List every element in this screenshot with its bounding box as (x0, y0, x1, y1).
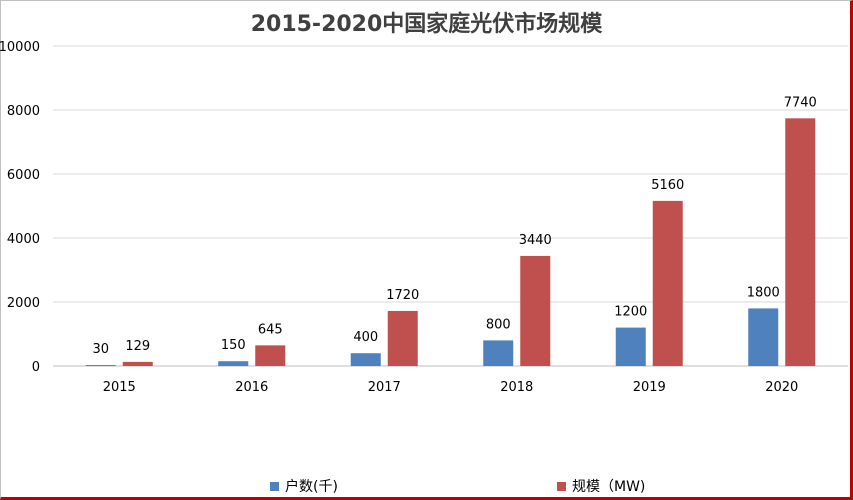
y-tick-label: 0 (32, 360, 40, 375)
bar-households (218, 361, 249, 366)
bar-scale (387, 310, 418, 366)
y-tick-label: 4000 (7, 232, 40, 247)
data-label: 30 (92, 342, 109, 357)
bar-scale (785, 118, 816, 366)
bar-scale (122, 361, 153, 366)
x-tick-label: 2017 (368, 380, 401, 395)
chart-title: 2015-2020中国家庭光伏市场规模 (250, 12, 603, 37)
legend-swatch-scale (557, 481, 566, 491)
bar-households (483, 340, 514, 366)
legend-swatch-households (270, 481, 279, 491)
bar-households (748, 308, 779, 366)
data-label: 3440 (519, 233, 552, 248)
bar-households (615, 327, 646, 366)
y-tick-label: 2000 (7, 296, 40, 311)
data-label: 7740 (784, 95, 817, 110)
bar-scale (255, 345, 286, 366)
bar-scale (652, 200, 683, 366)
data-label: 645 (258, 322, 283, 337)
bar-households (350, 353, 381, 366)
legend-label-households: 户数(千) (285, 479, 338, 495)
y-tick-label: 6000 (7, 168, 40, 183)
x-tick-label: 2019 (633, 380, 666, 395)
data-label: 129 (125, 339, 150, 354)
legend-label-scale: 规模（MW) (572, 479, 646, 495)
data-label: 1800 (747, 285, 780, 300)
y-tick-label: 10000 (0, 40, 40, 55)
x-tick-label: 2018 (500, 380, 533, 395)
x-tick-label: 2015 (103, 380, 136, 395)
legend-item-scale: 规模（MW) (557, 476, 645, 496)
x-tick-label: 2020 (765, 380, 798, 395)
data-label: 1200 (614, 305, 647, 320)
legend-item-households: 户数(千) (270, 476, 338, 496)
data-label: 1720 (386, 288, 419, 303)
y-tick-label: 8000 (7, 104, 40, 119)
data-label: 150 (221, 338, 246, 353)
bar-scale (520, 255, 551, 366)
data-label: 400 (353, 330, 378, 345)
x-tick-label: 2016 (235, 380, 268, 395)
data-label: 800 (486, 317, 511, 332)
data-label: 5160 (651, 178, 684, 193)
bar-households (85, 365, 116, 366)
